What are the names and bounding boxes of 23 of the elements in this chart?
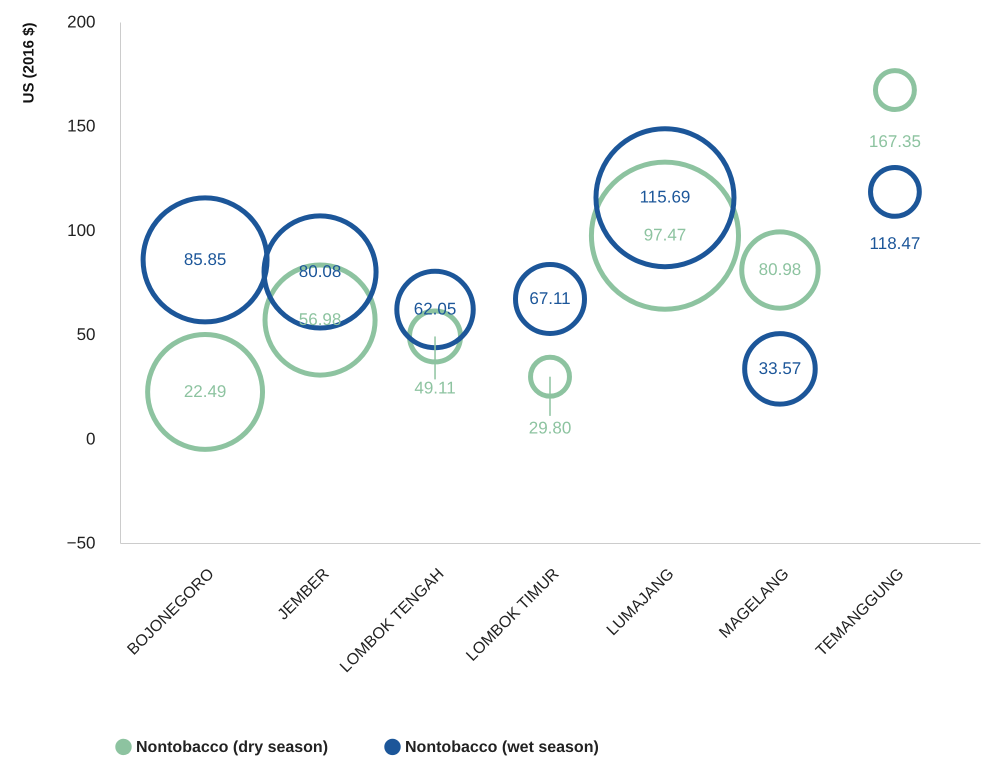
- data-label: 62.05: [414, 299, 456, 318]
- y-axis-title: US (2016 $): [20, 22, 38, 104]
- data-label: 80.08: [298, 262, 342, 281]
- legend-label: Nontobacco (wet season): [405, 738, 599, 756]
- data-label: 97.47: [644, 226, 686, 245]
- data-label: 167.35: [868, 132, 921, 152]
- data-label: 80.98: [758, 260, 802, 280]
- y-tick-label: 0: [86, 429, 96, 448]
- data-label: 115.69: [640, 188, 690, 207]
- y-tick-label: 200: [67, 12, 96, 32]
- data-label: 49.11: [414, 378, 456, 398]
- data-label: 67.11: [529, 288, 571, 308]
- y-tick-label: −50: [66, 534, 96, 552]
- y-tick-label: 150: [67, 116, 96, 136]
- y-tick-label: 50: [76, 325, 96, 344]
- y-tick-label: 100: [67, 220, 96, 240]
- legend-label: Nontobacco (dry season): [136, 738, 328, 756]
- data-label: 33.57: [758, 358, 802, 378]
- data-label: 118.47: [870, 234, 920, 253]
- data-label: 22.49: [184, 382, 226, 401]
- data-label: 56.98: [298, 310, 342, 330]
- data-label: 29.80: [528, 418, 572, 438]
- data-label: 85.85: [184, 250, 226, 269]
